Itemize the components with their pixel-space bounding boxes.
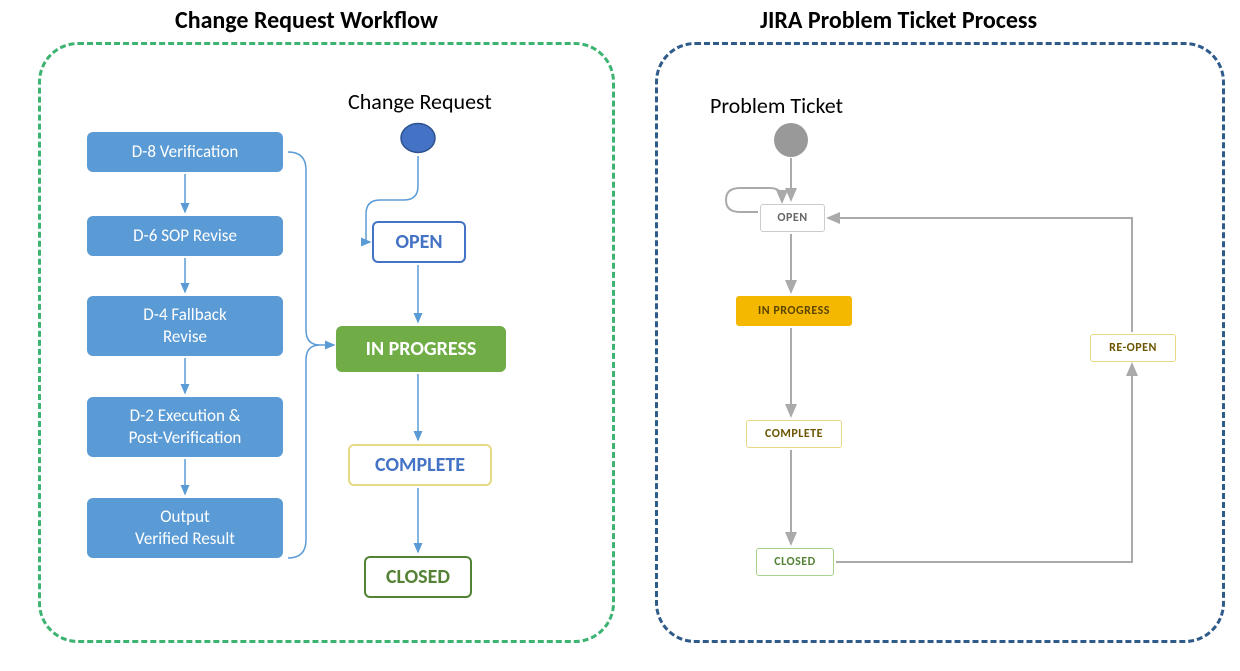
- cr-state-complete: COMPLETE: [348, 444, 492, 486]
- problem-ticket-label: Problem Ticket: [710, 92, 843, 119]
- jira-state-complete: COMPLETE: [746, 420, 842, 448]
- blue-step-2: D-4 Fallback Revise: [87, 296, 283, 356]
- cr-state-closed: CLOSED: [364, 556, 472, 598]
- jira-state-in-progress: IN PROGRESS: [736, 296, 852, 326]
- change-request-label: Change Request: [348, 88, 492, 115]
- left-title: Change Request Workflow: [175, 6, 438, 35]
- cr-state-in-progress: IN PROGRESS: [336, 326, 506, 372]
- jira-state-re-open: RE-OPEN: [1090, 334, 1176, 362]
- blue-step-4: Output Verified Result: [87, 498, 283, 558]
- blue-step-3: D-2 Execution & Post-Verification: [87, 397, 283, 457]
- blue-step-0: D-8 Verification: [87, 132, 283, 172]
- right-title: JIRA Problem Ticket Process: [760, 6, 1037, 35]
- blue-step-1: D-6 SOP Revise: [87, 216, 283, 256]
- jira-state-closed: CLOSED: [756, 548, 834, 576]
- jira-state-open: OPEN: [760, 204, 825, 232]
- cr-state-open: OPEN: [372, 221, 466, 263]
